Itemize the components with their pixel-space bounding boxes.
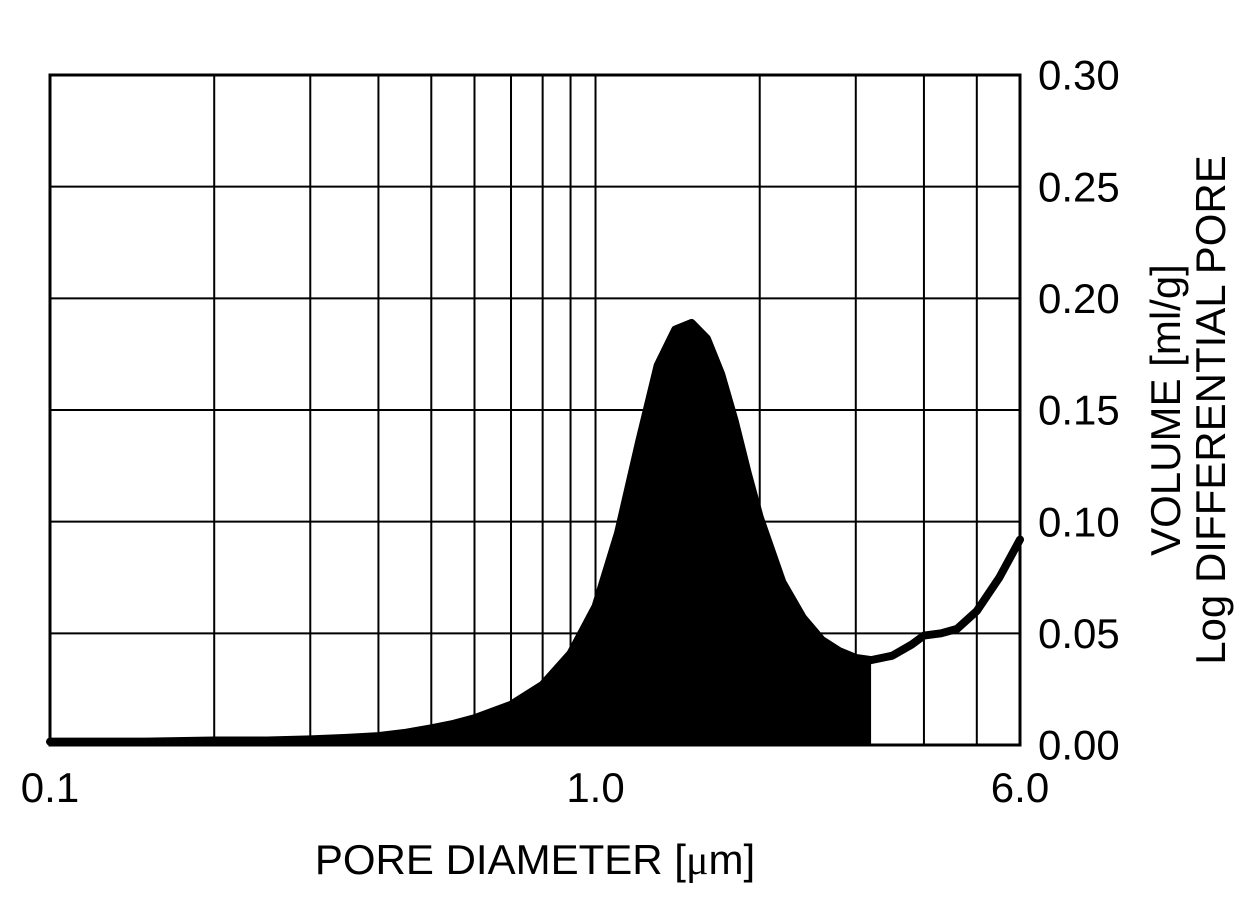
y-axis-label-line2: VOLUME [ml/g] <box>1142 264 1189 556</box>
y-tick-label: 0.30 <box>1038 52 1120 99</box>
y-axis-label-line1: Log DIFFERENTIAL PORE <box>1187 155 1234 665</box>
y-tick-label: 0.20 <box>1038 275 1120 322</box>
y-tick-label: 0.05 <box>1038 610 1120 657</box>
y-tick-label: 0.25 <box>1038 163 1120 210</box>
pore-distribution-chart: 0.00 0.05 0.10 0.15 0.20 0.25 0.30 0.1 1.0 6.0 POR… <box>0 0 1240 908</box>
x-axis-label: PORE DIAMETER [μm] <box>315 836 755 884</box>
y-tick-label: 0.15 <box>1038 387 1120 434</box>
y-tick-label: 0.00 <box>1038 722 1120 769</box>
x-tick-label: 0.1 <box>21 764 79 811</box>
x-tick-label: 6.0 <box>991 764 1049 811</box>
x-tick-label: 1.0 <box>566 764 624 811</box>
y-tick-label: 0.10 <box>1038 498 1120 545</box>
